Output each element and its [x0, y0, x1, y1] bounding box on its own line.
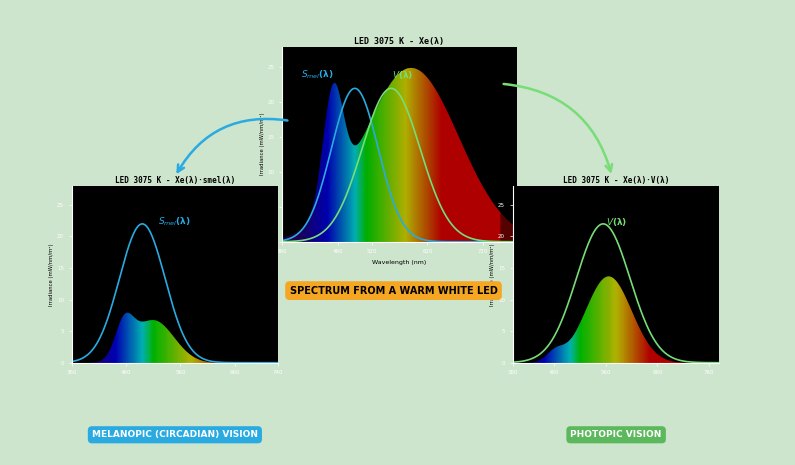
- Y-axis label: Irradiance (mW/nm/m²): Irradiance (mW/nm/m²): [491, 243, 495, 306]
- Text: $V$(λ): $V$(λ): [393, 69, 413, 81]
- Title: LED 3075 K - Xe(λ)·V(λ): LED 3075 K - Xe(λ)·V(λ): [563, 176, 669, 185]
- Title: LED 3075 K - Xe(λ)·smel(λ): LED 3075 K - Xe(λ)·smel(λ): [114, 176, 235, 185]
- X-axis label: Wavelength (nm): Wavelength (nm): [372, 260, 427, 265]
- Text: SPECTRUM FROM A WARM WHITE LED: SPECTRUM FROM A WARM WHITE LED: [289, 286, 498, 296]
- Y-axis label: Irradiance (mW/nm/m²): Irradiance (mW/nm/m²): [49, 243, 54, 306]
- Title: LED 3075 K - Xe(λ): LED 3075 K - Xe(λ): [355, 37, 444, 46]
- Text: PHOTOPIC VISION: PHOTOPIC VISION: [571, 430, 661, 439]
- Y-axis label: Irradiance (mW/nm/m²): Irradiance (mW/nm/m²): [260, 113, 265, 175]
- Text: $S_{mel}$(λ): $S_{mel}$(λ): [301, 69, 334, 81]
- Text: $S_{mel}$(λ): $S_{mel}$(λ): [158, 216, 192, 228]
- Text: MELANOPIC (CIRCADIAN) VISION: MELANOPIC (CIRCADIAN) VISION: [92, 430, 258, 439]
- Text: $V$(λ): $V$(λ): [606, 216, 627, 228]
